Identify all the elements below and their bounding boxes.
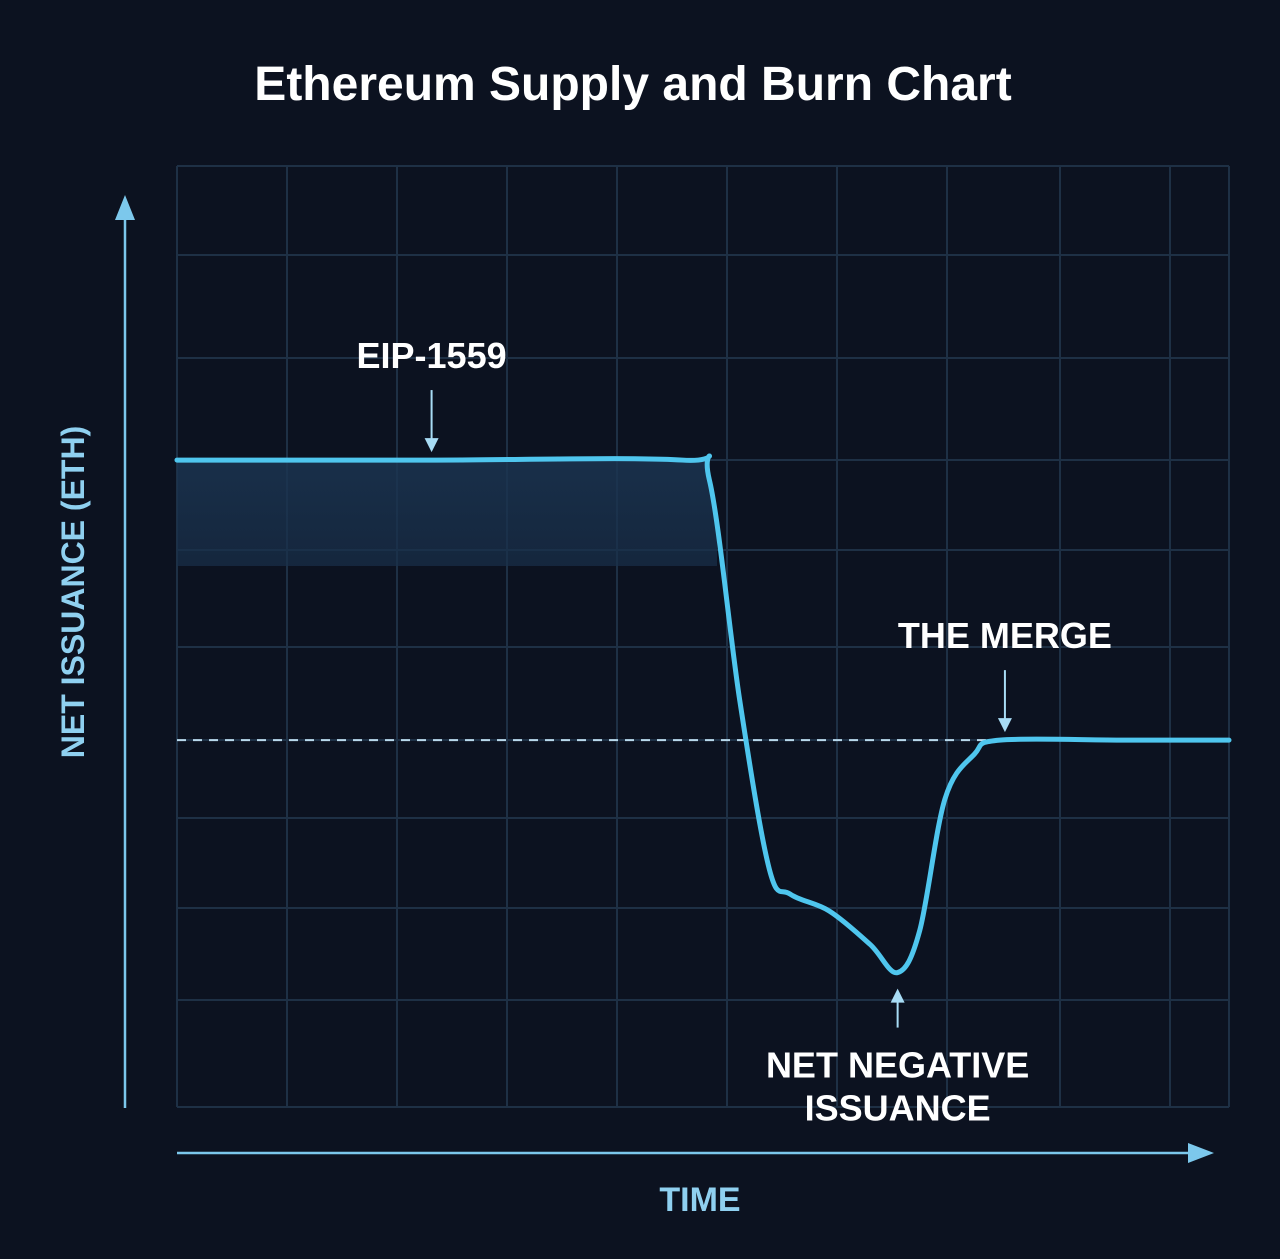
annotation-label: NET NEGATIVE [766, 1045, 1029, 1086]
arrow-down-icon [997, 718, 1012, 733]
x-axis-arrow-icon [1188, 1143, 1214, 1163]
chart-title: Ethereum Supply and Burn Chart [254, 58, 1011, 111]
y-axis-label: NET ISSUANCE (ETH) [55, 426, 91, 758]
annotation: THE MERGE [898, 615, 1112, 733]
annotation: EIP-1559 [357, 335, 507, 453]
grid [176, 165, 1230, 1108]
x-axis-label: TIME [659, 1181, 740, 1219]
annotation-label: THE MERGE [898, 615, 1112, 656]
series-line [174, 453, 1232, 976]
arrow-up-icon [890, 988, 905, 1003]
area-fill [177, 456, 717, 566]
annotation-label: ISSUANCE [805, 1088, 991, 1129]
annotation-label: EIP-1559 [357, 335, 507, 376]
y-axis-arrow-icon [115, 195, 135, 220]
arrow-down-icon [424, 438, 439, 453]
